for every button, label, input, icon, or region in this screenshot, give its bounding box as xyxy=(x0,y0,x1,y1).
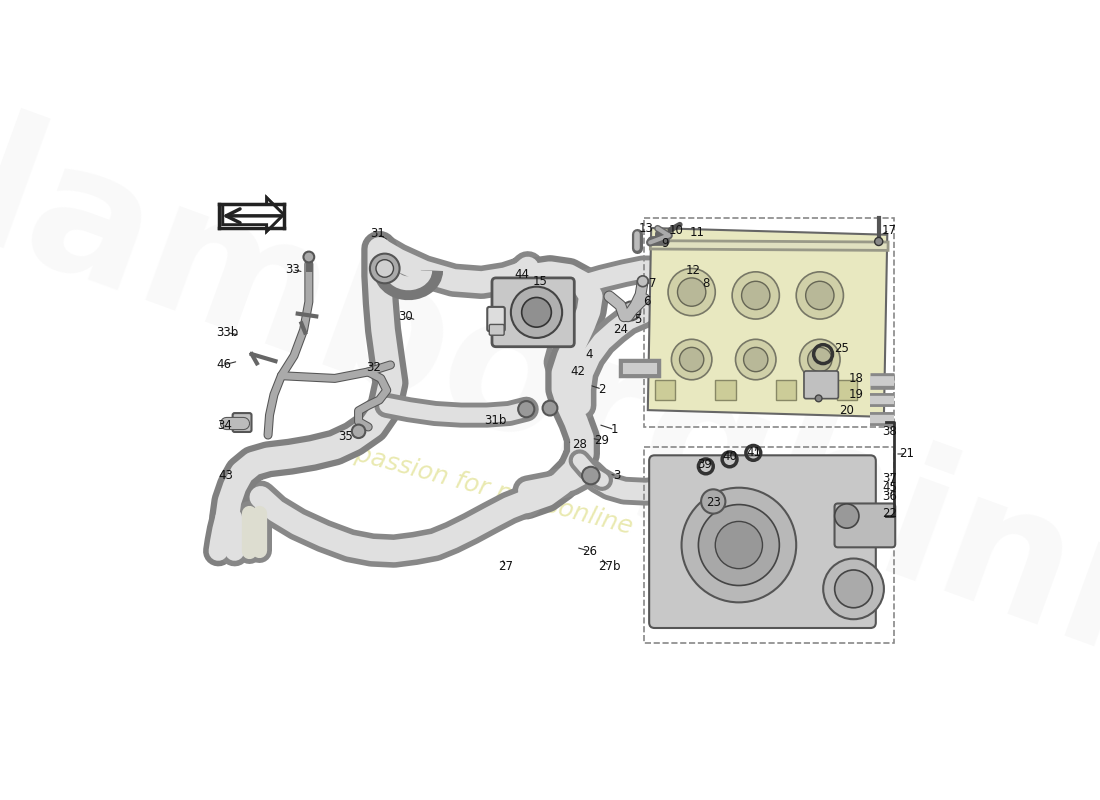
Circle shape xyxy=(621,302,640,321)
Circle shape xyxy=(805,282,834,310)
Text: 31: 31 xyxy=(371,227,385,240)
Text: 27: 27 xyxy=(498,560,513,573)
Circle shape xyxy=(637,276,648,286)
Circle shape xyxy=(701,490,725,514)
Text: 25: 25 xyxy=(834,342,849,355)
Circle shape xyxy=(518,401,535,418)
Circle shape xyxy=(521,298,551,327)
Circle shape xyxy=(835,570,872,608)
Circle shape xyxy=(510,286,562,338)
Text: 34: 34 xyxy=(218,419,232,433)
Circle shape xyxy=(682,488,796,602)
Circle shape xyxy=(815,395,822,402)
Text: 1: 1 xyxy=(610,423,618,436)
Circle shape xyxy=(668,269,715,316)
Text: 7: 7 xyxy=(649,278,656,290)
Circle shape xyxy=(807,347,832,372)
Polygon shape xyxy=(223,198,284,231)
Text: 23: 23 xyxy=(706,496,721,509)
FancyBboxPatch shape xyxy=(492,278,574,346)
Circle shape xyxy=(736,339,776,380)
Circle shape xyxy=(352,425,365,438)
Circle shape xyxy=(582,466,600,484)
Text: 11: 11 xyxy=(690,226,704,239)
Text: 6: 6 xyxy=(642,295,650,308)
Circle shape xyxy=(823,558,884,619)
Text: 29: 29 xyxy=(594,434,609,447)
Text: 32: 32 xyxy=(366,361,381,374)
Bar xyxy=(837,380,857,400)
Text: 9: 9 xyxy=(661,237,669,250)
Text: 28: 28 xyxy=(572,438,587,450)
Circle shape xyxy=(542,401,558,415)
Text: 3: 3 xyxy=(613,469,620,482)
Circle shape xyxy=(715,522,762,569)
Text: 15: 15 xyxy=(532,274,548,288)
Text: 45: 45 xyxy=(882,481,898,494)
FancyBboxPatch shape xyxy=(649,455,876,628)
FancyBboxPatch shape xyxy=(490,325,504,335)
Text: 36: 36 xyxy=(882,490,898,502)
Text: 33b: 33b xyxy=(216,326,239,339)
FancyBboxPatch shape xyxy=(487,307,505,331)
Circle shape xyxy=(796,272,844,319)
Text: 2: 2 xyxy=(598,382,606,396)
Circle shape xyxy=(800,339,840,380)
Text: 30: 30 xyxy=(398,310,412,323)
Text: 33: 33 xyxy=(285,263,300,276)
Text: 19: 19 xyxy=(848,388,864,401)
Text: 35: 35 xyxy=(339,430,353,443)
Text: 24: 24 xyxy=(613,323,628,336)
Text: 39: 39 xyxy=(697,458,712,471)
Text: 8: 8 xyxy=(702,278,710,290)
Text: lamborghini: lamborghini xyxy=(0,107,1100,693)
Text: 12: 12 xyxy=(685,264,701,277)
Circle shape xyxy=(680,347,704,372)
Text: a passion for partsonline: a passion for partsonline xyxy=(330,436,635,539)
Circle shape xyxy=(370,254,399,283)
Text: 27b: 27b xyxy=(598,560,620,573)
Polygon shape xyxy=(648,228,888,417)
Circle shape xyxy=(698,505,779,586)
Text: 17: 17 xyxy=(881,223,896,237)
Text: 4: 4 xyxy=(585,348,593,361)
Text: 41: 41 xyxy=(747,446,761,459)
Bar xyxy=(654,380,674,400)
Bar xyxy=(776,380,796,400)
Circle shape xyxy=(744,347,768,372)
FancyBboxPatch shape xyxy=(804,371,838,398)
Circle shape xyxy=(874,238,883,246)
Circle shape xyxy=(741,282,770,310)
Circle shape xyxy=(835,504,859,528)
Circle shape xyxy=(376,260,394,278)
FancyBboxPatch shape xyxy=(232,413,252,432)
Text: 20: 20 xyxy=(839,404,855,418)
Text: 13: 13 xyxy=(639,222,653,235)
Text: 38: 38 xyxy=(882,425,898,438)
Text: 22: 22 xyxy=(882,507,898,520)
Text: 10: 10 xyxy=(669,223,683,237)
Text: 40: 40 xyxy=(722,450,737,463)
FancyBboxPatch shape xyxy=(835,503,895,547)
Circle shape xyxy=(304,251,315,262)
Text: 31b: 31b xyxy=(485,414,507,427)
Text: 44: 44 xyxy=(515,268,529,281)
Polygon shape xyxy=(223,198,284,231)
Text: 42: 42 xyxy=(570,365,585,378)
Text: 18: 18 xyxy=(848,372,864,385)
Circle shape xyxy=(678,278,706,306)
Circle shape xyxy=(733,272,779,319)
Text: 26: 26 xyxy=(582,545,597,558)
Text: 46: 46 xyxy=(216,358,231,371)
Bar xyxy=(715,380,736,400)
Text: 5: 5 xyxy=(634,313,641,326)
Text: 43: 43 xyxy=(218,469,233,482)
Circle shape xyxy=(671,339,712,380)
Text: 37: 37 xyxy=(882,472,898,485)
Text: 21: 21 xyxy=(899,447,914,461)
